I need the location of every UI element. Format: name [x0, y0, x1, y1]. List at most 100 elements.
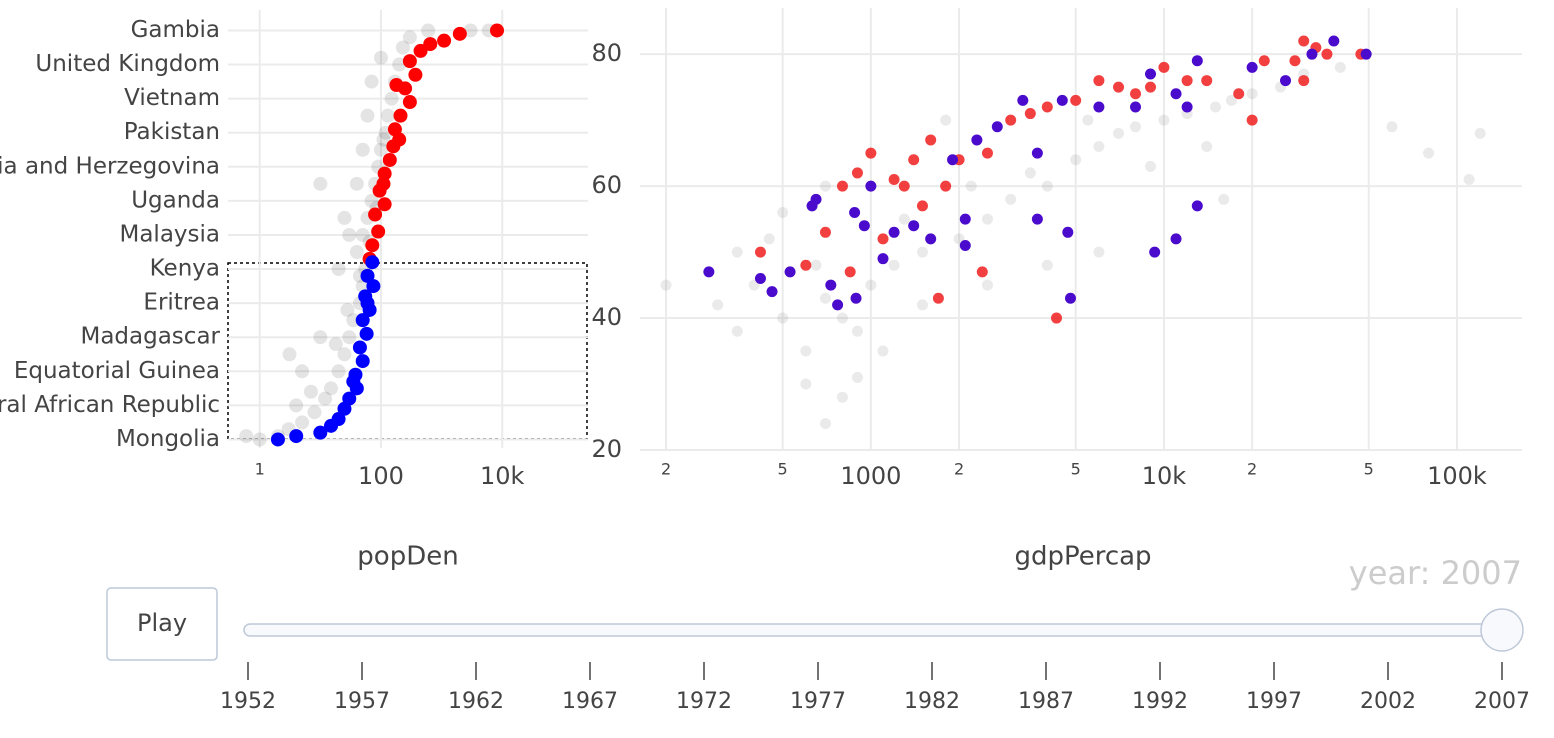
data-point — [1246, 61, 1258, 73]
data-point — [1321, 48, 1333, 60]
y-tick-label: Madagascar — [80, 324, 220, 350]
data-point — [239, 429, 254, 444]
data-point — [1041, 180, 1053, 192]
data-point — [908, 220, 920, 232]
y-tick-label: Pakistan — [124, 119, 220, 145]
data-point — [282, 347, 297, 362]
y-tick-label: Central African Republic — [0, 392, 220, 418]
data-point — [386, 139, 401, 154]
data-point — [800, 378, 812, 390]
data-point — [932, 292, 944, 304]
slider-track[interactable] — [243, 623, 1503, 637]
data-point — [413, 43, 428, 58]
data-point — [819, 180, 831, 192]
button-box[interactable] — [106, 587, 218, 661]
data-point — [849, 207, 861, 219]
data-point — [1225, 94, 1237, 106]
data-point — [328, 337, 343, 352]
data-point — [1328, 35, 1340, 47]
data-point — [1170, 233, 1182, 245]
data-point — [916, 246, 928, 258]
data-point — [947, 154, 959, 166]
y-tick-label: Kenya — [150, 256, 220, 282]
data-point — [331, 364, 346, 379]
plot-area: 1 100 10k Mongolia Central African Republic E… — [0, 10, 588, 490]
data-point — [858, 220, 870, 232]
data-point — [366, 279, 381, 294]
data-point — [289, 398, 304, 413]
plot-area: 2 5 1000 2 5 10k 2 5 100k 20 40 60 80 — [591, 8, 1522, 490]
x-tick-label: 1 — [255, 460, 265, 479]
x-tick-label: 2 — [661, 460, 671, 479]
data-point — [437, 33, 452, 48]
data-point — [355, 313, 370, 328]
data-point — [1130, 121, 1142, 133]
data-point — [766, 286, 778, 298]
data-point — [1070, 154, 1082, 166]
data-point — [1005, 114, 1017, 126]
data-point — [1246, 88, 1258, 100]
data-point — [337, 401, 352, 416]
data-point — [377, 197, 392, 212]
data-point — [364, 193, 379, 208]
data-point — [1062, 226, 1074, 238]
play-button[interactable]: Play — [106, 587, 218, 661]
data-point — [346, 374, 361, 389]
x-tick-label: 10k — [480, 462, 525, 490]
data-point — [851, 371, 863, 383]
data-point — [395, 40, 410, 55]
markers — [660, 35, 1486, 430]
data-point — [1093, 246, 1105, 258]
data-point — [1158, 61, 1170, 73]
data-point — [754, 272, 766, 284]
data-point — [1082, 114, 1094, 126]
slider-handle[interactable] — [1480, 608, 1524, 652]
data-point — [703, 266, 715, 278]
data-point — [364, 74, 379, 89]
x-axis-title: popDen — [357, 542, 458, 572]
data-point — [355, 354, 370, 369]
data-point — [800, 259, 812, 271]
data-point — [337, 347, 352, 362]
data-point — [1306, 48, 1318, 60]
data-point — [959, 213, 971, 225]
data-point — [850, 292, 862, 304]
data-point — [371, 224, 386, 239]
data-point — [295, 415, 310, 430]
data-point — [784, 266, 796, 278]
data-point — [888, 259, 900, 271]
data-point — [981, 213, 993, 225]
data-point — [360, 108, 375, 123]
data-point — [851, 325, 863, 337]
data-point — [777, 207, 789, 219]
data-point — [342, 227, 357, 242]
y-tick-label: Vietnam — [124, 85, 220, 111]
data-point — [898, 180, 910, 192]
data-point — [463, 23, 478, 38]
y-tick-label: Malaysia — [119, 221, 220, 247]
data-point — [1093, 101, 1105, 113]
data-point — [1005, 193, 1017, 205]
data-point — [1201, 141, 1213, 153]
data-point — [1145, 81, 1157, 93]
slider-tick-label: 2007 — [1474, 689, 1530, 714]
y-tick-label: Bosnia and Herzegovina — [0, 153, 220, 179]
data-point — [408, 67, 423, 82]
data-point — [1070, 94, 1082, 106]
data-point — [389, 77, 404, 92]
data-point — [1024, 167, 1036, 179]
data-point — [402, 95, 417, 110]
data-point — [1024, 108, 1036, 120]
data-point — [1181, 75, 1193, 87]
data-point — [754, 246, 766, 258]
y-tick-label: Uganda — [131, 187, 220, 213]
data-point — [1233, 88, 1245, 100]
data-point — [289, 429, 304, 444]
x-tick-label: 5 — [1071, 460, 1081, 479]
data-point — [340, 302, 355, 317]
data-point — [359, 326, 374, 341]
button-label[interactable]: Play — [137, 609, 187, 637]
data-point — [355, 227, 370, 242]
data-point — [349, 176, 364, 191]
data-point — [376, 132, 391, 147]
